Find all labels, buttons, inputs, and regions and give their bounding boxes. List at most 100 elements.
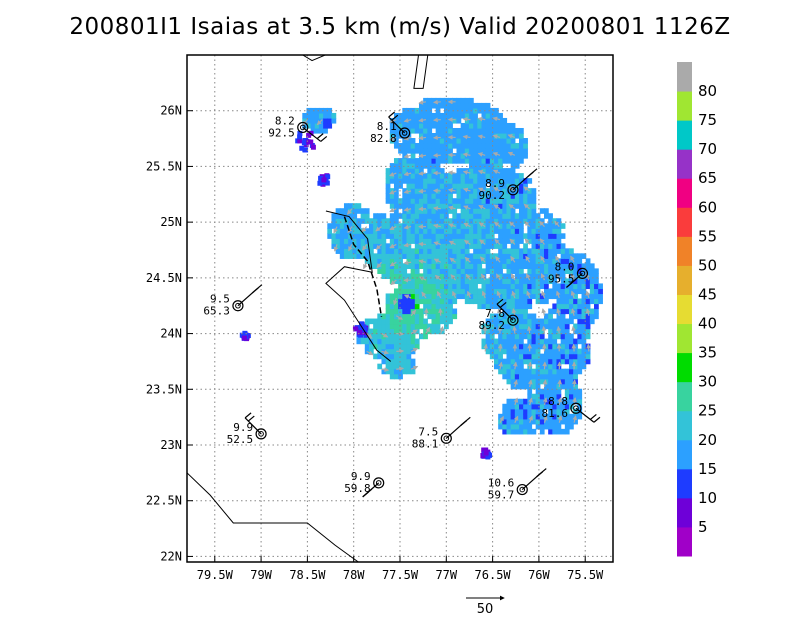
colorbar-segment <box>677 294 692 325</box>
wind-cell <box>502 373 508 380</box>
wind-cell <box>402 288 408 295</box>
wind-cell <box>427 313 433 320</box>
wind-cell <box>535 223 541 229</box>
wind-cell <box>573 268 578 274</box>
wind-cell <box>523 313 528 320</box>
wind-cell <box>427 308 433 315</box>
wind-arrow-icon <box>539 220 545 228</box>
wind-arrow-icon <box>418 99 427 105</box>
wind-cell <box>431 293 437 300</box>
wind-cell <box>393 158 399 164</box>
wind-cell <box>373 243 378 249</box>
wind-cell <box>414 188 420 194</box>
wind-cell <box>510 122 516 129</box>
wind-cell <box>406 273 412 280</box>
wind-cell <box>510 428 516 435</box>
wind-cell <box>406 338 412 345</box>
wind-cell <box>418 218 424 224</box>
wind-arrow-icon <box>527 361 533 370</box>
wind-cell <box>385 193 391 199</box>
wind-cell <box>556 313 562 320</box>
wind-cell <box>489 117 495 124</box>
wind-cell <box>506 288 512 295</box>
wind-cell <box>577 278 583 285</box>
wind-cell <box>398 248 403 254</box>
wind-cell <box>452 127 458 134</box>
wind-cell <box>418 323 424 330</box>
wind-cell <box>339 238 345 244</box>
wind-cell <box>552 223 558 229</box>
wind-arrow-icon <box>492 134 501 139</box>
wind-cell <box>418 122 424 129</box>
wind-cell <box>297 130 303 136</box>
wind-arrow-icon <box>572 415 578 423</box>
wind-cell <box>381 268 387 274</box>
wind-cell <box>464 248 470 254</box>
wind-cell <box>352 208 358 214</box>
wind-cell <box>439 97 445 104</box>
wind-cell <box>548 243 553 249</box>
wind-cell <box>523 418 528 425</box>
wind-cell <box>356 233 362 239</box>
wind-cell <box>431 323 437 330</box>
wind-cell <box>414 183 420 189</box>
wind-arrow-icon <box>526 290 531 299</box>
wind-cell <box>552 323 558 330</box>
wind-cell <box>493 158 499 164</box>
wind-cell <box>310 122 316 129</box>
wind-cell <box>552 243 558 249</box>
wind-cell <box>398 288 403 295</box>
wind-cell <box>393 278 399 285</box>
wind-cell <box>418 183 424 189</box>
wind-cell <box>493 198 499 204</box>
wind-cell <box>527 193 533 199</box>
wind-cell <box>502 298 508 305</box>
wind-cell <box>452 198 458 204</box>
wind-cell <box>556 238 562 244</box>
wind-cell <box>510 348 516 355</box>
wind-cell <box>435 163 441 169</box>
wind-cell <box>564 413 570 420</box>
wind-arrow-icon <box>586 343 592 352</box>
wind-cell <box>523 218 528 224</box>
wind-cell <box>452 308 458 315</box>
wind-cell <box>439 328 445 335</box>
wind-cell <box>448 298 453 305</box>
wind-cell <box>569 318 574 325</box>
wind-cell <box>456 188 462 194</box>
wind-cell <box>435 218 441 224</box>
wind-cell <box>527 253 533 259</box>
wind-cell <box>460 183 466 189</box>
wind-cell <box>381 218 387 224</box>
wind-cell <box>527 338 533 345</box>
wind-cell <box>423 143 428 149</box>
wind-cell <box>473 278 478 285</box>
wind-cell <box>456 248 462 254</box>
wind-cell <box>560 233 566 239</box>
wind-cell <box>360 338 366 345</box>
wind-cell <box>535 358 541 365</box>
wind-cell <box>368 318 374 325</box>
wind-arrow-icon <box>375 226 382 232</box>
wind-cell <box>443 107 449 114</box>
wind-cell <box>539 418 545 425</box>
wind-cell <box>498 138 503 144</box>
wind-cell <box>506 333 512 340</box>
wind-cell <box>385 363 391 370</box>
abaco-coastline <box>413 55 429 89</box>
wind-arrow-icon <box>493 221 501 228</box>
wind-cell <box>385 323 391 330</box>
wind-cell <box>552 398 558 405</box>
wind-cell <box>527 373 533 380</box>
wind-cell <box>506 263 512 269</box>
wind-cell <box>431 243 437 249</box>
wind-cell <box>406 178 412 184</box>
wind-cell <box>498 318 503 325</box>
wind-cell <box>506 158 512 164</box>
wind-cell <box>527 378 533 385</box>
wind-cell <box>548 248 553 254</box>
wind-cell <box>377 258 383 264</box>
wind-arrow-icon <box>403 224 412 230</box>
wind-cell <box>460 112 466 119</box>
wind-cell <box>564 378 570 385</box>
